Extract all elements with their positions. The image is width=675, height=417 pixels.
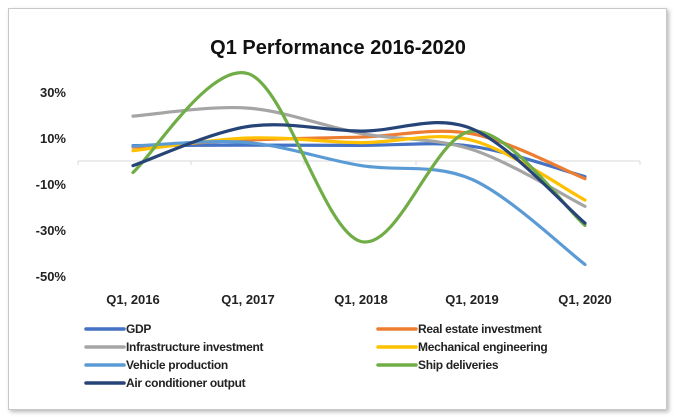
legend-item: Infrastructure investment: [84, 340, 264, 354]
y-tick-label: 10%: [40, 131, 66, 146]
legend-item: Real estate investment: [376, 322, 542, 336]
legend-label: Real estate investment: [418, 322, 542, 336]
x-tick-label: Q1, 2019: [445, 292, 499, 307]
y-tick-label: -30%: [36, 223, 67, 238]
x-tick-label: Q1, 2017: [221, 292, 275, 307]
series-line-ship-deliveries: [131, 71, 587, 244]
y-tick-label: -10%: [36, 177, 67, 192]
chart-title: Q1 Performance 2016-2020: [210, 37, 466, 59]
x-tick-label: Q1, 2018: [334, 292, 388, 307]
legend-label: Vehicle production: [126, 358, 228, 372]
legend-item: GDP: [84, 322, 152, 336]
series-line-air-conditioner-output: [131, 121, 587, 225]
y-tick-label: 30%: [40, 85, 66, 100]
y-tick-label: -50%: [36, 269, 67, 284]
legend-label: Infrastructure investment: [126, 340, 264, 354]
legend-item: Vehicle production: [84, 358, 228, 372]
legend-label: Air conditioner output: [126, 376, 246, 390]
legend-label: Mechanical engineering: [418, 340, 547, 354]
series-line-infrastructure-investment: [131, 106, 587, 208]
x-tick-label: Q1, 2020: [558, 292, 612, 307]
chart-frame: [8, 8, 667, 410]
legend-item: Ship deliveries: [376, 358, 499, 372]
legend-label: GDP: [126, 322, 151, 336]
series-line-vehicle-production: [131, 140, 587, 267]
legend-item: Air conditioner output: [84, 376, 246, 390]
x-tick-label: Q1, 2016: [106, 292, 160, 307]
legend-item: Mechanical engineering: [376, 340, 548, 354]
legend-label: Ship deliveries: [418, 358, 499, 372]
